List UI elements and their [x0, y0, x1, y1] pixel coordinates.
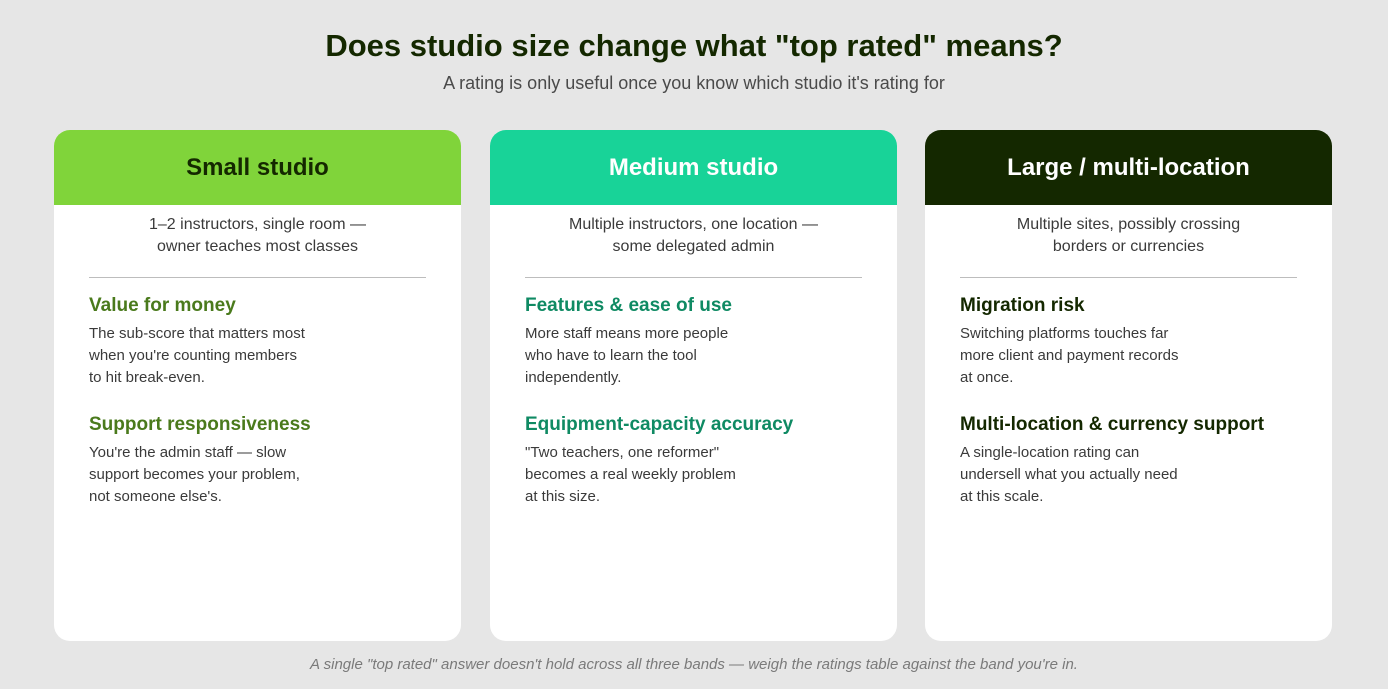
divider: [525, 277, 862, 278]
criterion-body-line: independently.: [525, 369, 622, 386]
card-small-studio: Small studio 1–2 instructors, single room…: [54, 130, 461, 641]
criterion-title: Migration risk: [960, 295, 1085, 316]
criterion-body: The sub-score that matters most when you'…: [89, 323, 329, 389]
card-description-line: Multiple sites, possibly crossing: [1016, 216, 1241, 233]
criterion: Multi-location & currency support A singl…: [925, 413, 1332, 508]
criterion-body-line: more client and payment records: [960, 347, 1179, 364]
criterion-title: Equipment-capacity accuracy: [525, 414, 794, 435]
criterion: Support responsiveness You're the admin s…: [54, 413, 461, 508]
criterion-body-line: support becomes your problem,: [89, 466, 300, 483]
criterion-body-line: undersell what you actually need: [960, 466, 1178, 483]
criterion-body-line: at this size.: [525, 488, 601, 505]
divider: [960, 277, 1297, 278]
criterion-body: More staff means more people who have to …: [525, 323, 765, 389]
criterion-body-line: not someone else's.: [89, 488, 222, 505]
criterion: Value for money The sub-score that matter…: [54, 294, 461, 389]
criterion-body-line: A single-location rating can: [960, 444, 1140, 461]
criterion-body-line: Switching platforms touches far: [960, 325, 1169, 342]
card-description-line: Multiple instructors, one location —: [569, 216, 818, 233]
card-description-line: owner teaches most classes: [157, 238, 358, 255]
criterion-body-line: who have to learn the tool: [525, 347, 697, 364]
criterion-body-line: "Two teachers, one reformer": [525, 444, 720, 461]
footer-note: A single "top rated" answer doesn't hold…: [310, 656, 1078, 673]
criterion-title: Value for money: [89, 295, 236, 316]
criterion: Migration risk Switching platforms touche…: [925, 294, 1332, 389]
card-header: Medium studio: [490, 130, 897, 205]
criterion: Equipment-capacity accuracy "Two teachers…: [490, 413, 897, 508]
criterion-body-line: when you're counting members: [89, 347, 297, 364]
criterion-title: Support responsiveness: [89, 414, 311, 435]
criterion-title: Multi-location & currency support: [960, 414, 1265, 435]
criterion-body-line: More staff means more people: [525, 325, 729, 342]
card-description-line: borders or currencies: [1052, 238, 1205, 255]
page-subtitle: A rating is only useful once you know wh…: [443, 73, 945, 93]
page-title: Does studio size change what "top rated"…: [325, 28, 1063, 63]
divider: [89, 277, 426, 278]
criterion-body-line: at once.: [960, 369, 1014, 386]
card-description-line: some delegated admin: [612, 238, 775, 255]
criterion-body-line: The sub-score that matters most: [89, 325, 305, 342]
criterion-body-line: to hit break-even.: [89, 369, 205, 386]
criterion-body-line: becomes a real weekly problem: [525, 466, 736, 483]
card-description: Multiple sites, possibly crossing borders…: [925, 214, 1332, 258]
card-description-line: 1–2 instructors, single room —: [149, 216, 366, 233]
card-description: Multiple instructors, one location — some…: [490, 214, 897, 258]
criterion-body: "Two teachers, one reformer" becomes a re…: [525, 442, 765, 508]
card-header: Large / multi-location: [925, 130, 1332, 205]
criterion-body: Switching platforms touches far more clie…: [960, 323, 1200, 389]
criterion-body-line: You're the admin staff — slow: [89, 444, 287, 461]
card-large-studio: Large / multi-location Multiple sites, po…: [925, 130, 1332, 641]
criterion: Features & ease of use More staff means m…: [490, 294, 897, 389]
criterion-title: Features & ease of use: [525, 295, 732, 316]
criterion-body-line: at this scale.: [960, 488, 1044, 505]
card-medium-studio: Medium studio Multiple instructors, one l…: [490, 130, 897, 641]
criterion-body: You're the admin staff — slow support bec…: [89, 442, 329, 508]
card-header: Small studio: [54, 130, 461, 205]
criterion-body: A single-location rating can undersell wh…: [960, 442, 1200, 508]
card-description: 1–2 instructors, single room — owner teac…: [54, 214, 461, 258]
